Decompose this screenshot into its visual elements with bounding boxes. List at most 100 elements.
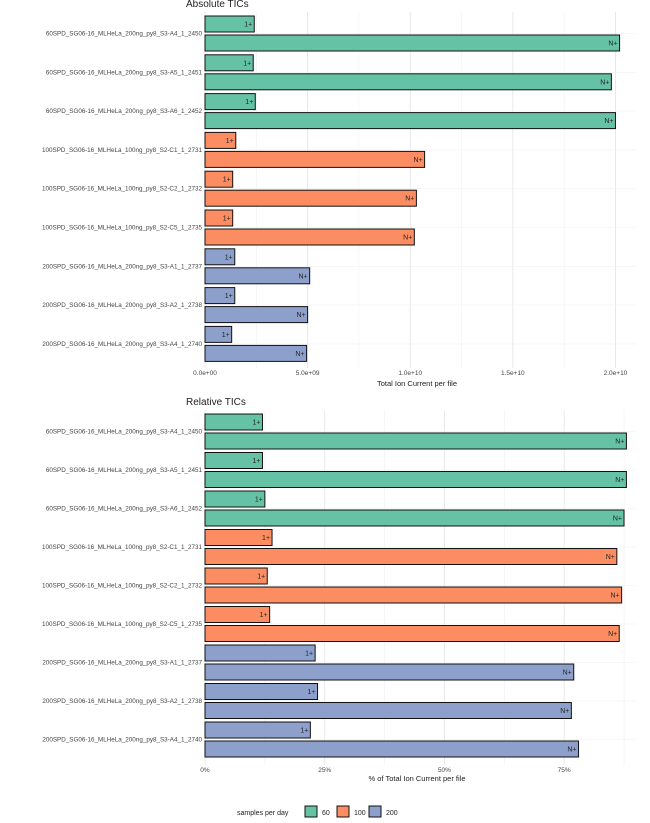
absolute-tics-bar-label: 1+ <box>225 254 233 261</box>
relative-tics-panel: Relative TICs 1+ N+ 1+ N+ 1+ N+ 1+ N+ 1+ N+ 1+ N+ 1+… <box>42 397 636 783</box>
absolute-tics-bar-label: 1+ <box>226 138 234 145</box>
absolute-tics-bar <box>204 228 415 246</box>
relative-tics-bar-label: N+ <box>606 554 615 561</box>
absolute-tics-category-label: 200SPD_SG06-16_MLHeLa_200ng_py8_S3-A4_1_… <box>42 341 202 348</box>
absolute-tics-category-label: 200SPD_SG06-16_MLHeLa_200ng_py8_S3-A2_1_… <box>42 302 202 309</box>
absolute-tics-title: Absolute TICs <box>186 0 249 10</box>
absolute-tics-bar-label: 1+ <box>243 60 251 67</box>
legend-swatch <box>336 805 350 818</box>
relative-tics-bar-label: N+ <box>560 708 569 715</box>
legend-label: 60 <box>322 810 330 817</box>
relative-tics-category-label: 100SPD_SG06-16_MLHeLa_100ng_py8_S2-C5_1_… <box>42 621 202 628</box>
relative-tics-bar-label: N+ <box>615 439 624 446</box>
absolute-tics-bar-label: 1+ <box>244 22 252 29</box>
absolute-tics-category-labels: 60SPD_SG06-16_MLHeLa_200ng_py8_S3-A4_1_2… <box>42 31 202 348</box>
absolute-tics-bar-label: N+ <box>296 312 305 319</box>
absolute-tics-bar-label: N+ <box>608 41 617 48</box>
absolute-tics-x-axis-title: Total Ion Current per file <box>377 379 457 388</box>
absolute-tics-bar-label: 1+ <box>245 99 253 106</box>
legend-title: samples per day <box>237 810 289 817</box>
absolute-tics-bar <box>204 150 426 168</box>
absolute-tics-bar <box>204 34 621 52</box>
absolute-tics-bar <box>204 112 616 130</box>
absolute-tics-bar <box>204 189 417 207</box>
absolute-tics-bar <box>204 131 237 149</box>
relative-tics-x-ticks: 0% 25% 50% 75% <box>200 767 571 774</box>
relative-tics-bar <box>204 625 620 642</box>
relative-tics-x-tick-label: 50% <box>438 767 451 774</box>
relative-tics-bar-label: 1+ <box>262 535 270 542</box>
relative-tics-bar-label: 1+ <box>260 612 268 619</box>
relative-tics-bar <box>204 663 575 681</box>
absolute-tics-bar <box>204 344 308 362</box>
relative-tics-bar-label: N+ <box>567 747 576 754</box>
absolute-tics-bar <box>204 93 256 111</box>
relative-tics-bars: 1+ N+ 1+ N+ 1+ N+ 1+ N+ 1+ N+ 1+ N+ 1+ N+ 1+ N+ 1+ N+ <box>204 413 627 758</box>
absolute-tics-bar-label: N+ <box>295 351 304 358</box>
absolute-tics-category-label: 60SPD_SG06-16_MLHeLa_200ng_py8_S3-A4_1_2… <box>46 31 203 38</box>
legend-label: 100 <box>354 810 366 817</box>
relative-tics-bar-label: 1+ <box>255 497 263 504</box>
relative-tics-bar <box>204 740 580 758</box>
relative-tics-bar-label: N+ <box>615 477 624 484</box>
absolute-tics-bar <box>204 287 236 305</box>
absolute-tics-bar <box>204 73 612 91</box>
relative-tics-bar <box>204 702 572 719</box>
relative-tics-bar-label: 1+ <box>308 689 316 696</box>
absolute-tics-x-tick-label: 5.0e+09 <box>296 370 320 377</box>
relative-tics-bar <box>204 509 625 527</box>
legend-items: 60 100 200 <box>304 805 398 818</box>
absolute-tics-bar-label: N+ <box>299 273 308 280</box>
absolute-tics-category-label: 100SPD_SG06-16_MLHeLa_100ng_py8_S2-C2_1_… <box>42 186 202 193</box>
absolute-tics-bar <box>204 54 254 72</box>
absolute-tics-bar-label: N+ <box>600 79 609 86</box>
relative-tics-bar-label: 1+ <box>300 728 308 735</box>
relative-tics-bar-label: N+ <box>613 516 622 523</box>
relative-tics-bar <box>204 644 316 662</box>
relative-tics-bar <box>204 529 273 546</box>
relative-tics-bar <box>204 721 311 739</box>
absolute-tics-bar <box>204 209 234 227</box>
legend-swatch <box>368 805 382 818</box>
relative-tics-category-labels: 60SPD_SG06-16_MLHeLa_200ng_py8_S3-A4_1_2… <box>42 429 202 744</box>
absolute-tics-category-label: 200SPD_SG06-16_MLHeLa_200ng_py8_S3-A1_1_… <box>42 263 202 270</box>
absolute-tics-bar <box>204 15 255 33</box>
absolute-tics-bar <box>204 248 236 266</box>
absolute-tics-bar <box>204 325 233 343</box>
absolute-tics-bar <box>204 306 309 324</box>
relative-tics-bar-label: 1+ <box>257 574 265 581</box>
absolute-tics-category-label: 60SPD_SG06-16_MLHeLa_200ng_py8_S3-A6_1_2… <box>46 108 203 115</box>
relative-tics-bar <box>204 452 263 469</box>
relative-tics-category-label: 200SPD_SG06-16_MLHeLa_200ng_py8_S3-A4_1_… <box>42 737 202 744</box>
relative-tics-bar <box>204 683 319 700</box>
absolute-tics-x-tick-label: 1.0e+10 <box>398 370 422 377</box>
relative-tics-bar-label: N+ <box>608 631 617 638</box>
relative-tics-bar-label: 1+ <box>252 420 260 427</box>
absolute-tics-bar-label: N+ <box>413 157 422 164</box>
relative-tics-bar <box>204 471 627 488</box>
absolute-tics-bar-label: 1+ <box>222 332 230 339</box>
absolute-tics-bar-label: N+ <box>403 235 412 242</box>
absolute-tics-panel: Absolute TICs 1+ N+ 1+ N+ 1+ N+ 1+ N+ 1+ N+ 1+ N+ 1+… <box>42 0 636 388</box>
relative-tics-x-tick-label: 25% <box>318 767 331 774</box>
absolute-tics-bar <box>204 170 234 188</box>
relative-tics-bar <box>204 586 623 604</box>
absolute-tics-x-ticks: 0.0e+00 5.0e+09 1.0e+10 1.5e+10 2.0e+10 <box>193 370 628 377</box>
absolute-tics-bar-label: 1+ <box>225 293 233 300</box>
absolute-tics-category-label: 60SPD_SG06-16_MLHeLa_200ng_py8_S3-A5_1_2… <box>46 69 203 76</box>
relative-tics-x-tick-label: 0% <box>200 767 210 774</box>
relative-tics-category-label: 200SPD_SG06-16_MLHeLa_200ng_py8_S3-A1_1_… <box>42 660 202 667</box>
relative-tics-bar-label: N+ <box>563 670 572 677</box>
relative-tics-bar-label: N+ <box>610 593 619 600</box>
relative-tics-category-label: 60SPD_SG06-16_MLHeLa_200ng_py8_S3-A4_1_2… <box>46 429 203 436</box>
absolute-tics-x-tick-label: 2.0e+10 <box>604 370 628 377</box>
absolute-tics-bar-label: N+ <box>405 196 414 203</box>
absolute-tics-category-label: 100SPD_SG06-16_MLHeLa_100ng_py8_S2-C1_1_… <box>42 147 202 154</box>
legend: samples per day 60 100 200 <box>237 805 398 818</box>
relative-tics-category-label: 60SPD_SG06-16_MLHeLa_200ng_py8_S3-A6_1_2… <box>46 506 203 513</box>
relative-tics-title: Relative TICs <box>186 397 246 408</box>
absolute-tics-x-tick-label: 0.0e+00 <box>193 370 217 377</box>
relative-tics-bar <box>204 432 627 450</box>
relative-tics-bar <box>204 548 618 565</box>
relative-tics-bar <box>204 490 266 508</box>
